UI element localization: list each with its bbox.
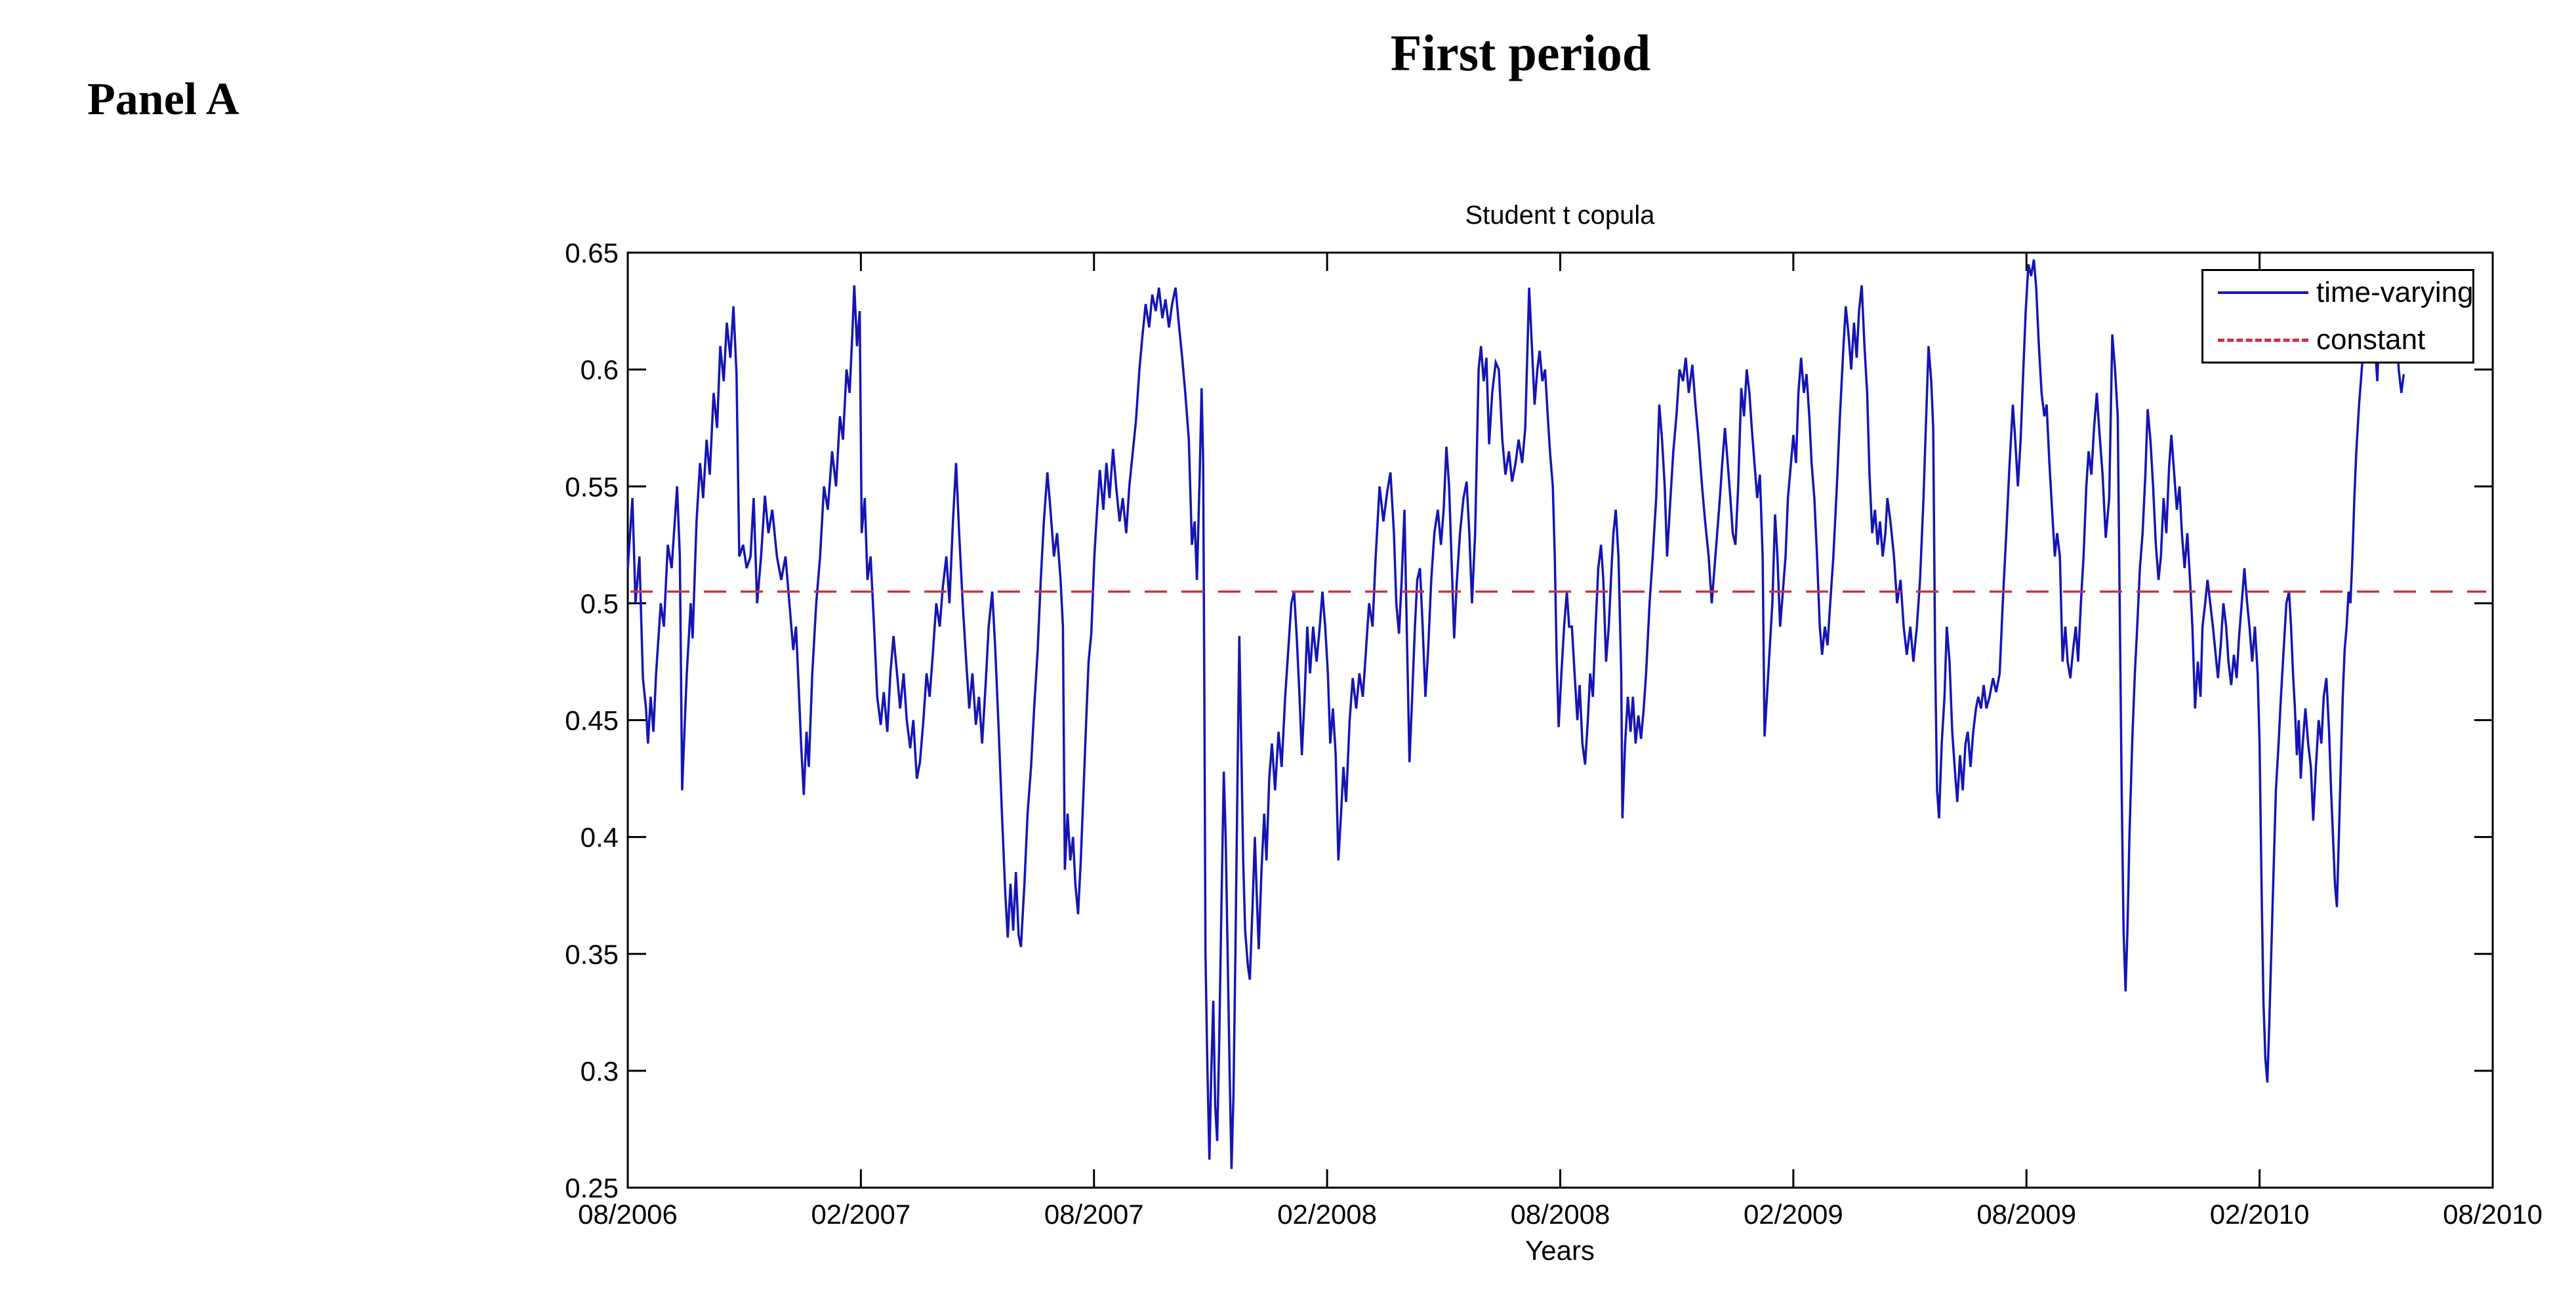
y-tick-label: 0.5 — [581, 588, 619, 619]
x-tick-label: 02/2009 — [1744, 1199, 1843, 1230]
x-tick-label: 08/2008 — [1511, 1199, 1610, 1230]
solid-line-icon — [2218, 291, 2308, 294]
x-tick-label: 08/2007 — [1044, 1199, 1144, 1230]
panel-label: Panel A — [87, 74, 239, 125]
y-tick-label: 0.4 — [581, 822, 619, 853]
y-tick-label: 0.25 — [565, 1173, 619, 1203]
y-tick-label: 0.55 — [565, 471, 619, 502]
y-tick-label: 0.65 — [565, 238, 619, 268]
figure-title: First period — [1390, 24, 1651, 81]
x-axis-label: Years — [1525, 1235, 1595, 1266]
legend-item-constant: constant — [2218, 323, 2472, 356]
y-tick-label: 0.45 — [565, 705, 619, 736]
y-tick-label: 0.6 — [581, 354, 619, 385]
y-tick-label: 0.3 — [581, 1056, 619, 1087]
x-tick-label: 02/2007 — [811, 1199, 910, 1230]
y-tick-label: 0.35 — [565, 939, 619, 970]
chart-legend: time-varying constant — [2201, 269, 2474, 364]
x-tick-label: 08/2009 — [1976, 1199, 2076, 1230]
legend-label: constant — [2316, 323, 2426, 356]
time-varying-line — [626, 259, 2405, 1169]
legend-label: time-varying — [2316, 276, 2474, 308]
x-tick-label: 02/2008 — [1277, 1199, 1377, 1230]
legend-item-time-varying: time-varying — [2218, 276, 2474, 308]
dashed-line-icon — [2218, 338, 2308, 342]
x-tick-label: 02/2010 — [2210, 1199, 2310, 1230]
x-tick-label: 08/2010 — [2443, 1199, 2543, 1230]
chart-title: Student t copula — [1465, 201, 1655, 230]
x-tick-label: 08/2006 — [578, 1199, 678, 1230]
